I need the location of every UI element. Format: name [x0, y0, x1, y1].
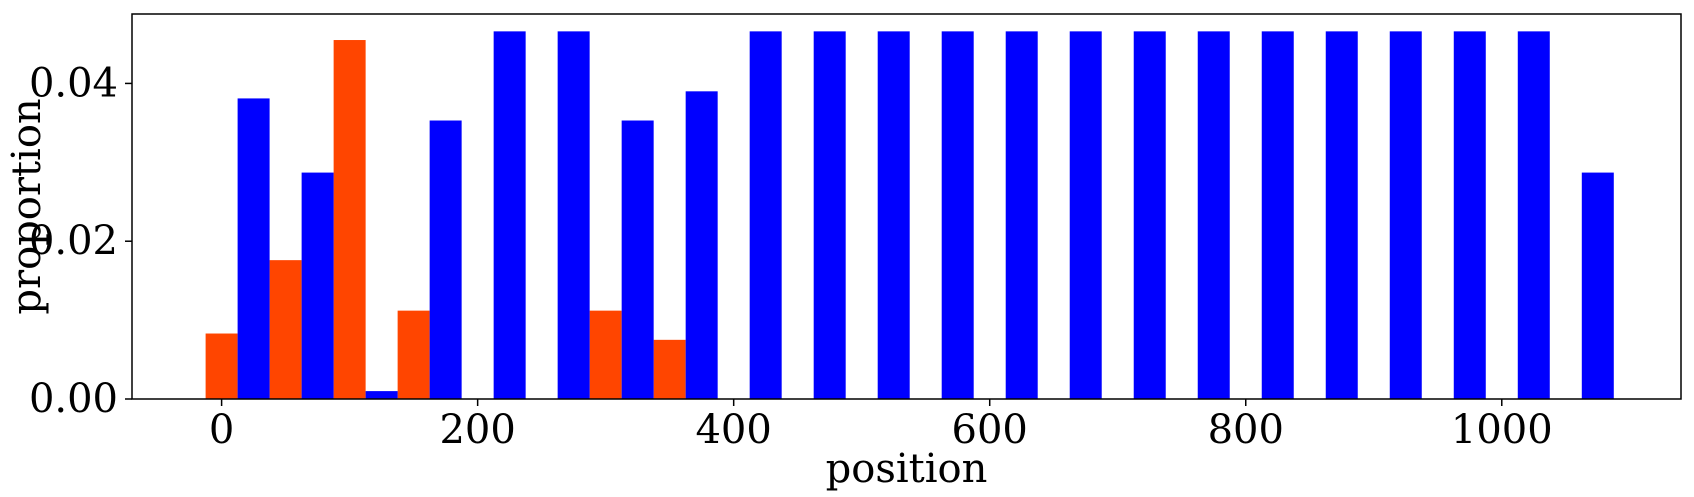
x-tick-label: 0 [209, 407, 234, 453]
bar-series-1-0 [205, 333, 238, 399]
y-axis-label: proportion [4, 98, 50, 314]
bar-series-2-725 [1133, 31, 1166, 400]
bar-series-2-225 [493, 31, 526, 400]
bar-series-2-25 [237, 98, 270, 400]
bar-series-2-975 [1453, 31, 1486, 400]
bar-series-2-525 [877, 31, 910, 400]
bar-series-2-475 [813, 31, 846, 400]
x-tick-label: 800 [1208, 407, 1284, 453]
bar-series-1-100 [333, 40, 366, 399]
bar-series-2-825 [1261, 31, 1294, 400]
plot-frame [131, 13, 1682, 400]
bar-series-2-1025 [1517, 31, 1550, 400]
y-axis: 0.00 0.02 0.04 [29, 60, 132, 422]
x-tick-label: 1000 [1451, 407, 1553, 453]
bar-series-2-275 [557, 31, 590, 400]
x-axis: 0 200 400 600 800 1000 [209, 399, 1553, 453]
bar-series-2-575 [941, 31, 974, 400]
bar-series-2-625 [1005, 31, 1038, 400]
bar-series-2-875 [1325, 31, 1358, 400]
bar-series-2-325 [621, 120, 654, 399]
bar-series-2-1075 [1581, 172, 1614, 399]
bar-series-2-775 [1197, 31, 1230, 400]
bar-series-2-925 [1389, 31, 1422, 400]
bar-series-2-75 [301, 172, 334, 399]
y-tick-label: 0.02 [29, 218, 118, 264]
bar-series-1-300 [589, 310, 622, 399]
bar-series-1-150 [397, 310, 430, 399]
bar-series-1-350 [653, 339, 686, 399]
x-tick-label: 400 [695, 407, 771, 453]
bar-series-2-375 [685, 91, 718, 399]
bar-series-2-175 [429, 120, 462, 399]
bar-series-2-125 [365, 391, 398, 399]
bar-series-2-675 [1069, 31, 1102, 400]
bar-series-1-50 [269, 260, 302, 399]
y-tick-label: 0.04 [29, 60, 118, 106]
y-tick-label: 0.00 [29, 376, 118, 422]
bar-series-2-425 [749, 31, 782, 400]
x-axis-label: position [826, 446, 988, 492]
x-tick-label: 200 [439, 407, 515, 453]
x-tick-label: 600 [952, 407, 1028, 453]
bars-group [205, 31, 1614, 400]
